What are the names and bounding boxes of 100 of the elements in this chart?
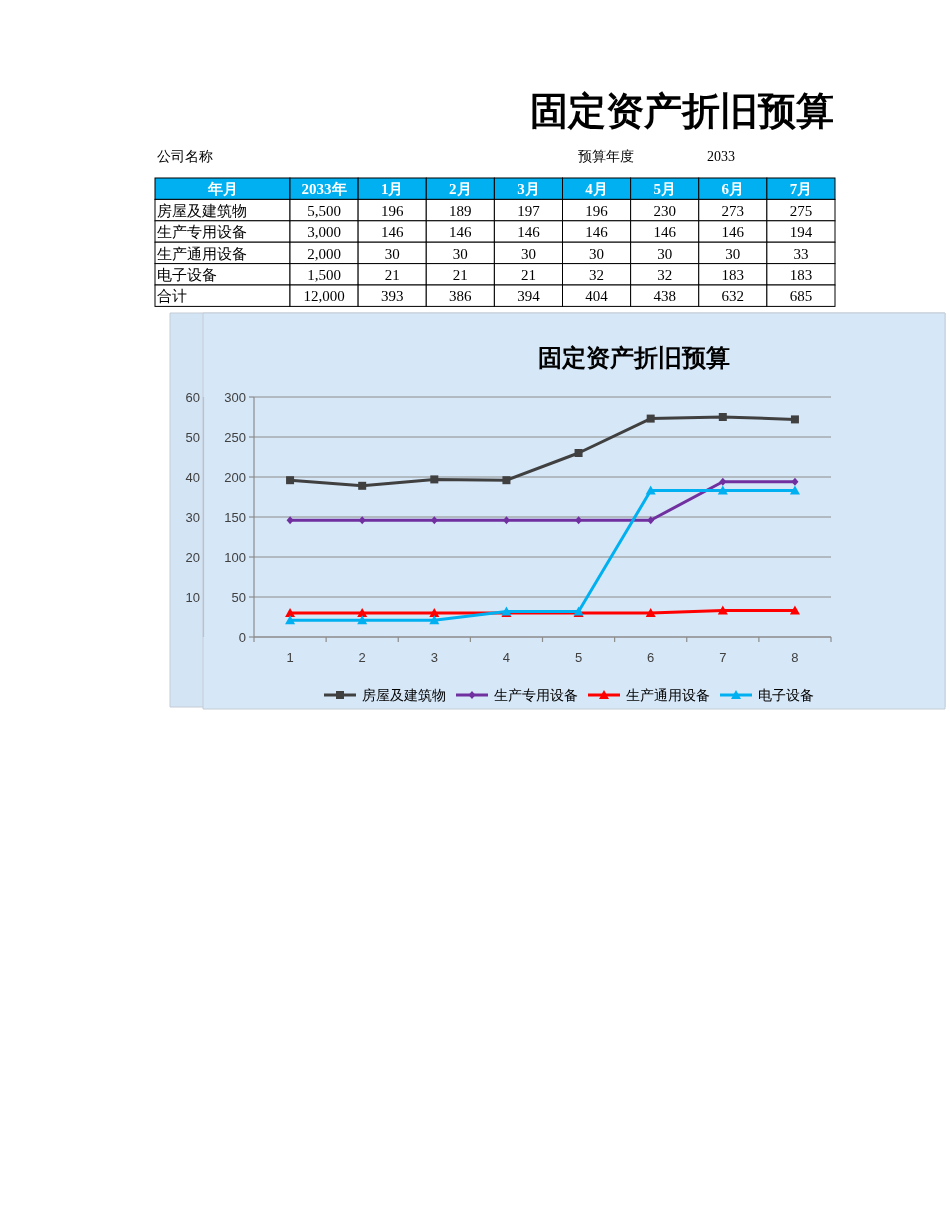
point xyxy=(647,516,655,525)
data-label: 394 xyxy=(517,288,541,305)
point xyxy=(285,615,296,625)
data-label: 386 xyxy=(449,288,473,305)
point xyxy=(791,477,799,486)
data-label: 196 xyxy=(380,202,404,219)
point xyxy=(286,476,295,485)
data-label: 32 xyxy=(589,267,605,283)
data-label: 275 xyxy=(789,202,813,219)
text: 公司名称 xyxy=(157,149,213,164)
y-tick-label: 50 xyxy=(231,589,246,605)
data-label: 30 xyxy=(452,245,468,262)
data-label: 230 xyxy=(653,202,676,219)
point xyxy=(646,414,655,423)
data-label: 30 xyxy=(589,245,605,262)
y2-tick-label: 60 xyxy=(185,389,200,405)
y-tick-label: 100 xyxy=(224,549,246,565)
point xyxy=(357,608,368,617)
data-label: 30 xyxy=(520,245,536,262)
data-label: 30 xyxy=(384,245,400,262)
data-label: 146 xyxy=(380,224,404,241)
data-label: 146 xyxy=(721,224,745,241)
y-tick-label: 房屋及建筑物 xyxy=(157,202,247,219)
data-label: 197 xyxy=(517,202,541,219)
point xyxy=(718,413,727,421)
data-label: 2,000 xyxy=(307,245,341,262)
point xyxy=(429,615,440,625)
legend-label: 生产通用设备 xyxy=(626,687,710,703)
x-axis-title: 年月 xyxy=(206,181,238,198)
y2-tick-label: 20 xyxy=(185,549,200,565)
x-tick-label: 6 xyxy=(647,650,655,665)
data-label: 21 xyxy=(520,267,536,283)
y2-tick-label: 10 xyxy=(185,589,200,605)
text: 2033 xyxy=(707,149,735,164)
data-label: 438 xyxy=(653,288,676,305)
data-label: 632 xyxy=(721,288,745,305)
y2-tick-label: 30 xyxy=(185,509,200,525)
x-tick-label: 3 xyxy=(430,650,438,665)
data-label: 194 xyxy=(789,224,813,241)
legend-label: 电子设备 xyxy=(758,687,814,703)
data-label: 404 xyxy=(585,288,609,305)
data-label: 30 xyxy=(725,245,741,262)
point xyxy=(358,516,366,525)
point xyxy=(789,605,800,615)
text: 预算年度 xyxy=(578,149,634,164)
x-tick-label: 2 xyxy=(358,650,366,665)
y-tick-label: 生产专用设备 xyxy=(157,224,247,241)
data-label: 393 xyxy=(380,288,404,305)
x-tick-label: 3月 xyxy=(517,181,540,198)
data-label: 3,000 xyxy=(307,224,341,241)
point xyxy=(358,481,367,490)
point xyxy=(717,605,728,615)
y2-tick-label: 40 xyxy=(185,469,200,485)
x-tick-label: 4 xyxy=(502,650,511,665)
point xyxy=(789,485,800,495)
point xyxy=(719,477,727,486)
data-label: 32 xyxy=(657,267,673,283)
point xyxy=(285,608,296,617)
data-label: 273 xyxy=(721,202,745,219)
x-tick-label: 5 xyxy=(574,650,583,665)
data-label: 146 xyxy=(653,224,677,241)
x-tick-label: 2033年 xyxy=(301,181,347,198)
data-label: 5,500 xyxy=(307,202,341,219)
data-label: 146 xyxy=(517,224,541,241)
data-label: 685 xyxy=(789,288,813,305)
y-tick-label: 合计 xyxy=(157,288,187,305)
point xyxy=(790,415,799,424)
chart-title: 固定资产折旧预算 xyxy=(530,90,834,132)
data-label: 146 xyxy=(449,224,473,241)
chart: 固定资产折旧预算 10 20 30 40 50 60 0 50 100 150 200 250 300 1 2 3 4 5 6 7 8 房屋及建筑物 生产专用设备 生产通用设备 电子设备 xyxy=(169,312,946,710)
chart-title: 固定资产折旧预算 xyxy=(538,344,730,371)
x-tick-label: 5月 xyxy=(653,181,676,198)
point xyxy=(502,476,511,485)
y-tick-label: 生产通用设备 xyxy=(157,245,247,262)
point xyxy=(429,608,440,617)
y-tick-label: 300 xyxy=(224,389,246,405)
legend-label: 生产专用设备 xyxy=(494,687,578,703)
data-label: 183 xyxy=(721,267,745,283)
x-tick-label: 7月 xyxy=(789,181,813,198)
y-tick-label: 0 xyxy=(238,629,246,645)
y-tick-label: 250 xyxy=(224,429,246,445)
y-tick-label: 电子设备 xyxy=(157,267,217,283)
legend-label: 房屋及建筑物 xyxy=(362,687,446,703)
data-label: 12,000 xyxy=(303,288,345,305)
data-label: 33 xyxy=(793,245,809,262)
data-label: 30 xyxy=(657,245,673,262)
point xyxy=(717,485,728,495)
data-label: 189 xyxy=(449,202,472,219)
data-label: 196 xyxy=(585,202,609,219)
point xyxy=(645,608,656,617)
point xyxy=(357,615,368,625)
point xyxy=(574,449,583,457)
x-tick-label: 2月 xyxy=(449,181,472,198)
x-tick-label: 8 xyxy=(791,650,799,665)
data-label: 21 xyxy=(452,267,468,283)
x-tick-label: 7 xyxy=(719,650,727,665)
x-tick-label: 1 xyxy=(286,650,294,665)
y-tick-label: 200 xyxy=(224,469,246,485)
x-tick-label: 6月 xyxy=(721,181,745,198)
data-label: 21 xyxy=(384,267,400,283)
